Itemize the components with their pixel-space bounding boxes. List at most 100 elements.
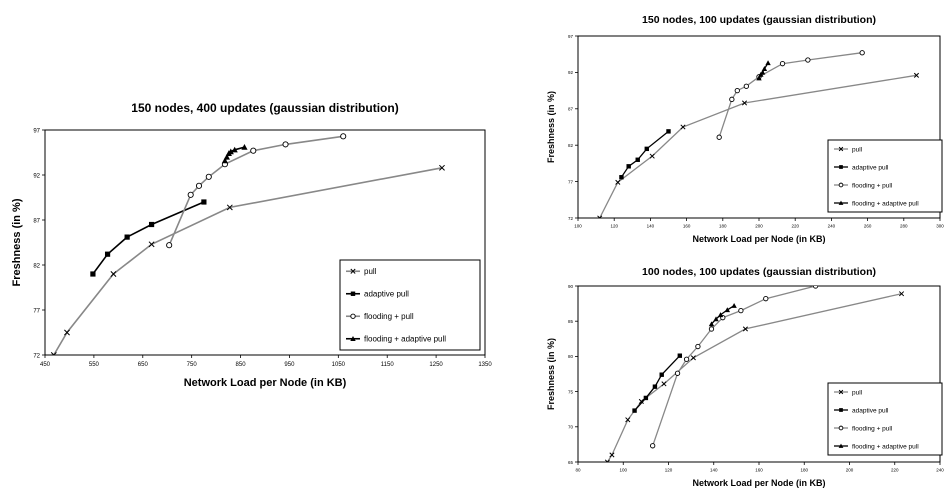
legend-label-adaptive-pull: adaptive pull: [852, 164, 889, 171]
data-point-adaptive-pull: [644, 146, 649, 152]
data-point-pull: [661, 381, 667, 387]
legend-marker-flooding-adaptive-pull: [350, 336, 356, 341]
x-tick-label: 220: [891, 468, 899, 473]
x-tick-label: 280: [900, 224, 908, 229]
legend-label-adaptive-pull: adaptive pull: [364, 290, 409, 299]
y-tick-label: 70: [568, 425, 574, 430]
legend-box: [827, 382, 943, 456]
data-point-flooding-pull: [695, 343, 701, 350]
x-tick-label: 180: [719, 224, 727, 229]
x-tick-label: 1350: [478, 362, 492, 368]
x-tick-label: 240: [936, 468, 944, 473]
x-tick-label: 260: [864, 224, 872, 229]
data-point-flooding-adaptive-pull: [708, 321, 715, 327]
data-point-flooding-pull: [683, 356, 690, 362]
legend-label-adaptive-pull: adaptive pull: [852, 407, 889, 414]
legend-marker-adaptive-pull: [350, 291, 356, 296]
legend-box: [339, 259, 481, 351]
series-line-pull: [53, 167, 443, 355]
data-point-flooding-adaptive-pull: [717, 312, 724, 318]
y-axis-label: Freshness (in %): [546, 338, 556, 410]
x-tick-label: 200: [846, 468, 854, 473]
data-point-adaptive-pull: [635, 157, 640, 162]
y-tick-label: 82: [568, 143, 574, 148]
x-tick-label: 550: [89, 362, 100, 368]
legend-label-flooding-adaptive-pull: flooding + adaptive pull: [364, 335, 446, 344]
x-axis-label: Network Load per Node (in KB): [692, 234, 825, 244]
data-point-flooding-adaptive-pull: [221, 157, 229, 164]
data-point-flooding-adaptive-pull: [765, 60, 771, 66]
y-tick-label: 87: [568, 107, 574, 112]
data-point-pull: [64, 329, 70, 336]
data-point-flooding-pull: [812, 286, 819, 289]
data-point-adaptive-pull: [666, 129, 671, 134]
data-point-adaptive-pull: [632, 408, 637, 413]
x-tick-label: 80: [575, 468, 581, 473]
data-point-flooding-adaptive-pull: [713, 316, 719, 322]
y-tick-label: 82: [33, 263, 40, 269]
data-point-flooding-pull: [187, 191, 194, 198]
legend-marker-flooding-pull: [838, 425, 844, 431]
x-tick-label: 140: [647, 224, 655, 229]
chart-panel-1: 150 nodes, 400 updates (gaussian distrib…: [0, 90, 500, 420]
x-tick-label: 300: [936, 224, 944, 229]
y-tick-label: 97: [33, 128, 40, 134]
data-point-flooding-adaptive-pull: [756, 75, 762, 81]
data-point-flooding-adaptive-pull: [761, 66, 768, 71]
legend: pull adaptive pull flooding + pull flooding…: [339, 259, 481, 351]
x-tick-label: 120: [610, 224, 618, 229]
data-point-flooding-pull: [650, 443, 656, 449]
legend-marker-flooding-adaptive-pull: [838, 443, 844, 448]
legend-marker-flooding-adaptive-pull: [838, 200, 844, 205]
data-point-adaptive-pull: [201, 199, 207, 205]
data-point-adaptive-pull: [652, 384, 658, 389]
data-point-adaptive-pull: [619, 175, 624, 180]
data-point-flooding-pull: [729, 96, 735, 102]
data-point-flooding-pull: [763, 296, 769, 302]
data-point-flooding-pull: [734, 87, 740, 94]
y-tick-label: 85: [568, 319, 574, 324]
x-tick-label: 160: [755, 468, 763, 473]
data-point-adaptive-pull: [677, 353, 683, 358]
legend-label-flooding-adaptive-pull: flooding + adaptive pull: [852, 200, 919, 207]
data-point-flooding-pull: [250, 147, 257, 154]
y-tick-label: 72: [33, 353, 40, 359]
data-point-flooding-pull: [205, 173, 212, 180]
data-point-pull: [680, 124, 686, 130]
data-point-pull: [148, 241, 155, 248]
legend-marker-pull: [350, 268, 356, 274]
y-tick-label: 97: [568, 34, 574, 39]
data-point-adaptive-pull: [124, 234, 130, 240]
data-point-flooding-pull: [340, 133, 347, 140]
legend-label-pull: pull: [364, 267, 377, 276]
chart-panel-3: 100 nodes, 100 updates (gaussian distrib…: [540, 258, 946, 495]
y-tick-label: 77: [33, 308, 40, 314]
legend: pull adaptive pull flooding + pull flooding…: [827, 382, 943, 456]
x-tick-label: 850: [236, 362, 247, 368]
series-adaptive-pull: [632, 353, 683, 413]
data-point-flooding-adaptive-pull: [231, 146, 238, 153]
data-point-adaptive-pull: [104, 251, 111, 257]
x-tick-label: 450: [40, 362, 51, 368]
x-tick-label: 1250: [429, 362, 443, 368]
data-point-adaptive-pull: [148, 221, 155, 228]
data-point-pull: [110, 271, 117, 277]
data-point-pull: [690, 355, 696, 361]
legend-label-flooding-pull: flooding + pull: [852, 425, 893, 432]
series-adaptive-pull: [619, 129, 671, 180]
x-tick-label: 1150: [381, 362, 395, 368]
data-point-flooding-pull: [674, 370, 681, 376]
chart-title: 150 nodes, 100 updates (gaussian distrib…: [642, 14, 876, 26]
y-tick-label: 92: [568, 70, 574, 75]
y-tick-label: 75: [568, 389, 574, 394]
data-point-adaptive-pull: [659, 372, 664, 377]
series-line-pull: [606, 293, 902, 462]
legend-label-flooding-adaptive-pull: flooding + adaptive pull: [852, 443, 919, 450]
data-point-flooding-pull: [195, 182, 203, 189]
data-point-pull: [913, 72, 920, 78]
x-tick-label: 1050: [332, 362, 346, 368]
chart-150-nodes-400-updates: 150 nodes, 400 updates (gaussian distrib…: [11, 101, 492, 389]
y-axis-label: Freshness (in %): [546, 91, 556, 163]
data-point-flooding-pull: [282, 141, 289, 148]
series-line-pull: [599, 74, 917, 218]
